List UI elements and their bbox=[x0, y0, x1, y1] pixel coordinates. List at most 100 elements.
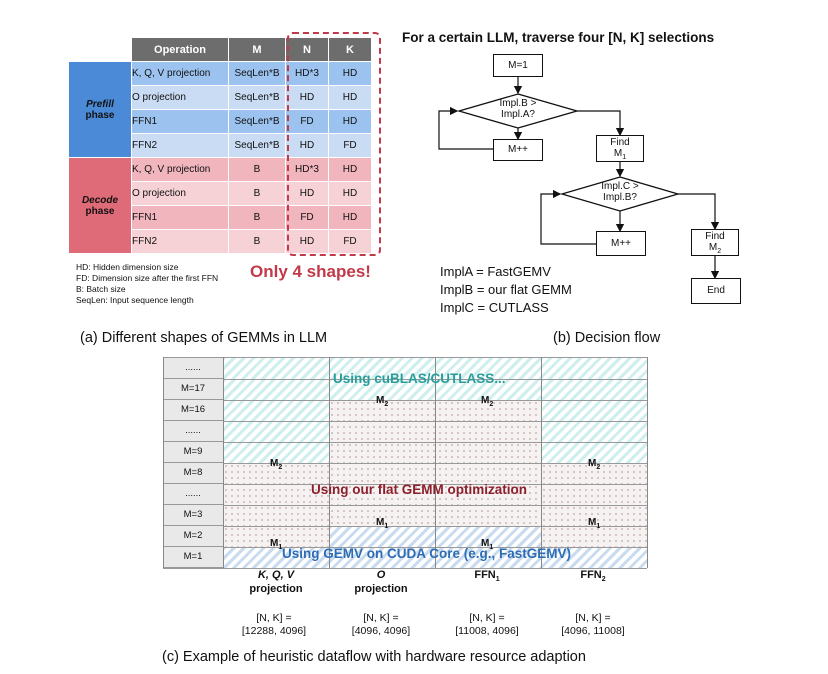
nk-line: [N, K] = bbox=[363, 612, 399, 624]
decision-1-line2: Impl.A? bbox=[501, 109, 535, 120]
grid-line bbox=[163, 568, 647, 569]
table-cell: HD bbox=[328, 85, 372, 110]
table-cell: SeqLen*B bbox=[228, 61, 286, 86]
find-m1-line2: M1 bbox=[613, 148, 627, 161]
find-m2-line2: M2 bbox=[708, 242, 722, 255]
nk-line: [N, K] = bbox=[469, 612, 505, 624]
decision-2-line2: Impl.B? bbox=[603, 192, 637, 203]
m2-marker: M2 bbox=[376, 395, 389, 408]
note-seqlen: SeqLen: Input sequence length bbox=[76, 295, 194, 305]
row-label: M=16 bbox=[163, 400, 223, 421]
prefill-phase-label: Prefill phase bbox=[68, 61, 132, 158]
row-label: M=2 bbox=[163, 526, 223, 547]
table-cell: FD bbox=[328, 229, 372, 254]
table-cell: HD bbox=[328, 157, 372, 182]
table-cell: FFN1 bbox=[131, 109, 229, 134]
table-cell: B bbox=[228, 229, 286, 254]
grid-line bbox=[647, 357, 648, 568]
column-nk-o: [N, K] = [4096, 4096] bbox=[331, 612, 431, 638]
only-4-shapes-highlight: Only 4 shapes! bbox=[250, 262, 371, 281]
flow-node-find-m2: Find M2 bbox=[691, 229, 739, 256]
table-cell: FFN1 bbox=[131, 205, 229, 230]
column-nk-ffn2: [N, K] = [4096, 11008] bbox=[543, 612, 643, 638]
table-cell: FD bbox=[285, 109, 329, 134]
flow-decision-1: Impl.B > Impl.A? bbox=[490, 98, 546, 120]
table-row: Decode phase K, Q, V projection B HD*3 HD bbox=[68, 157, 372, 254]
find-m2-line1: Find bbox=[705, 231, 725, 242]
m2-marker: M2 bbox=[481, 395, 494, 408]
row-label: M=1 bbox=[163, 547, 223, 568]
grid-line bbox=[163, 357, 164, 568]
grid-line bbox=[435, 357, 436, 568]
m2-marker: M2 bbox=[270, 458, 283, 471]
caption-c: (c) Example of heuristic dataflow with h… bbox=[162, 649, 586, 665]
nk-line: [11008, 4096] bbox=[455, 625, 519, 638]
table-row: FFN2 B HD FD bbox=[68, 229, 372, 254]
impl-b-definition: ImplB = our flat GEMM bbox=[440, 282, 572, 297]
m2-marker: M2 bbox=[588, 458, 601, 471]
column-nk-ffn1: [N, K] = [11008, 4096] bbox=[437, 612, 537, 638]
header-m: M bbox=[228, 37, 286, 62]
decision-2-line1: Impl.C > bbox=[601, 181, 639, 192]
m1-marker: M1 bbox=[588, 517, 601, 530]
nk-line: [12288, 4096] bbox=[241, 625, 307, 638]
row-label: ...... bbox=[163, 484, 223, 505]
nk-highlight-box bbox=[287, 32, 381, 256]
flow-decision-2: Impl.C > Impl.B? bbox=[592, 181, 648, 203]
caption-a: (a) Different shapes of GEMMs in LLM bbox=[80, 330, 328, 346]
grid-line bbox=[223, 357, 224, 568]
grid-line bbox=[163, 357, 647, 358]
column-header-o: O projection bbox=[331, 569, 431, 597]
flow-node-find-m1: Find M1 bbox=[596, 135, 644, 162]
nk-line: [4096, 11008] bbox=[561, 625, 625, 638]
flat-gemm-zone bbox=[223, 463, 329, 526]
row-label: M=3 bbox=[163, 505, 223, 526]
header-n: N bbox=[285, 37, 329, 62]
m1-marker: M1 bbox=[376, 517, 389, 530]
table-cell: HD bbox=[328, 61, 372, 86]
find-m1-line1: Find bbox=[610, 137, 630, 148]
nk-line: [N, K] = bbox=[575, 612, 611, 624]
table-cell: HD bbox=[328, 181, 372, 206]
column-header-line: O bbox=[376, 569, 386, 581]
row-label: M=8 bbox=[163, 463, 223, 484]
flow-node-end: End bbox=[691, 278, 741, 304]
row-label: M=9 bbox=[163, 442, 223, 463]
flow-node-m1: M=1 bbox=[493, 54, 543, 77]
grid-line bbox=[329, 357, 330, 568]
table-cell: K, Q, V projection bbox=[131, 157, 229, 182]
gemm-shape-table: Operation M N K Prefill phase K, Q, V pro… bbox=[68, 37, 372, 254]
flat-gemm-zone-label: Using our flat GEMM optimization bbox=[311, 482, 527, 497]
column-header-line: projection bbox=[354, 582, 408, 595]
flow-title: For a certain LLM, traverse four [N, K] … bbox=[402, 30, 715, 45]
nk-line: [N, K] = bbox=[256, 612, 292, 624]
grid-line bbox=[541, 357, 542, 568]
flat-gemm-zone bbox=[541, 526, 647, 547]
nk-line: [4096, 4096] bbox=[351, 625, 411, 638]
flow-node-mpp-1: M++ bbox=[493, 139, 543, 161]
column-header-ffn2: FFN2 bbox=[580, 569, 606, 584]
heuristic-dataflow-grid: ...... M=17 M=16 ...... M=9 M=8 ...... M… bbox=[163, 357, 648, 569]
gemv-zone-label: Using GEMV on CUDA Core (e.g., FastGEMV) bbox=[282, 546, 572, 561]
impl-c-definition: ImplC = CUTLASS bbox=[440, 300, 549, 315]
m1-marker: M1 bbox=[270, 538, 283, 551]
column-header-ffn1: FFN1 bbox=[474, 569, 500, 584]
note-b: B: Batch size bbox=[76, 284, 126, 294]
note-fd: FD: Dimension size after the first FFN bbox=[76, 273, 219, 283]
decode-phase-label: Decode phase bbox=[68, 157, 132, 254]
row-label: ...... bbox=[163, 421, 223, 442]
caption-b: (b) Decision flow bbox=[553, 330, 661, 346]
row-label: M=17 bbox=[163, 379, 223, 400]
header-operation: Operation bbox=[131, 37, 229, 62]
flat-gemm-zone bbox=[541, 463, 647, 526]
table-cell: FD bbox=[285, 205, 329, 230]
impl-a-definition: ImplA = FastGEMV bbox=[440, 264, 551, 279]
decision-1-line1: Impl.B > bbox=[499, 98, 537, 109]
m1-marker: M1 bbox=[481, 538, 494, 551]
cublas-zone-label: Using cuBLAS/CUTLASS... bbox=[333, 371, 506, 386]
header-k: K bbox=[328, 37, 372, 62]
note-hd: HD: Hidden dimension size bbox=[76, 262, 179, 272]
column-nk-kqv: [N, K] = [12288, 4096] bbox=[224, 612, 324, 638]
table-cell: FFN2 bbox=[131, 229, 229, 254]
